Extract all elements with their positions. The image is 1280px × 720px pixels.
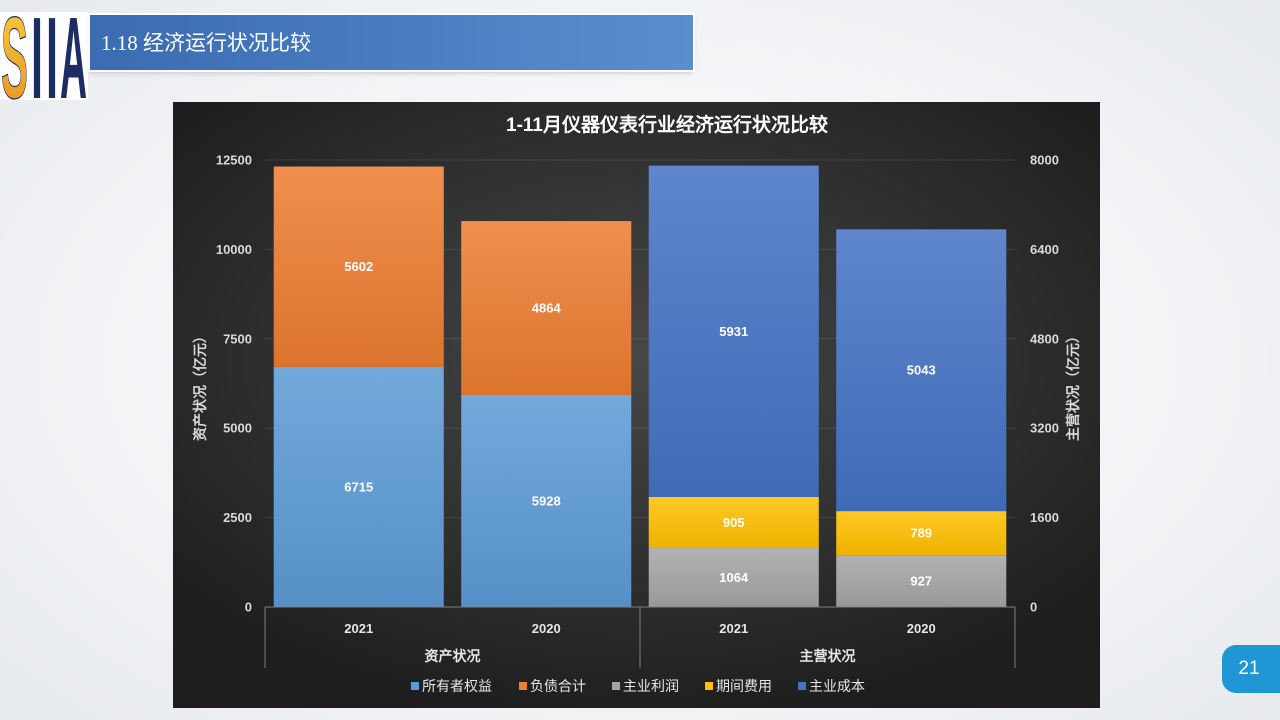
bar-segment: [273, 366, 444, 607]
y-left-tick-label: 2500: [223, 510, 252, 525]
legend-marker: [798, 682, 806, 690]
data-label: 927: [910, 574, 932, 589]
data-label: 5043: [907, 363, 936, 378]
y-left-tick-label: 0: [245, 600, 252, 615]
y-right-tick-label: 4800: [1030, 331, 1059, 346]
bar-segment: [648, 496, 819, 548]
legend: 所有者权益 负债合计 主业利润 期间费用 主业成本: [411, 678, 865, 694]
logo-letter: S: [1, 12, 28, 100]
chart-title: 1-11月仪器仪表行业经济运行状况比较: [506, 113, 828, 136]
bar-segment: [836, 511, 1007, 556]
bars: [273, 165, 1007, 607]
data-label: 5928: [532, 494, 561, 509]
logo-letter: A: [60, 12, 87, 100]
y-right-tick-label: 8000: [1030, 153, 1059, 168]
siia-logo: S I I A: [0, 12, 88, 100]
data-label: 4864: [532, 301, 562, 316]
logo-letter: I: [31, 12, 43, 100]
y-left-tick-label: 12500: [216, 153, 252, 168]
y-left-tick-label: 10000: [216, 242, 252, 257]
siia-logo-graphic: S I I A: [0, 12, 87, 100]
data-labels: 6715 5602 5928 4864 1064 905 5931 927 789 5043: [344, 259, 935, 588]
y-right-tick-label: 3200: [1030, 421, 1059, 436]
legend-label: 期间费用: [716, 678, 772, 694]
page-number-badge: 21: [1222, 645, 1280, 693]
axes: 0 2500 5000 7500 10000 12500 0 1600 3200 4800 6400…: [216, 153, 1059, 668]
chart-panel: 0 2500 5000 7500 10000 12500 0 1600 3200 4800 6400…: [173, 102, 1100, 708]
legend-label: 主业成本: [809, 678, 865, 694]
data-label: 5602: [344, 259, 373, 274]
category-label: 2020: [907, 621, 936, 636]
legend-item: 主业成本: [798, 678, 865, 694]
bar-segment: [836, 229, 1007, 512]
logo-letter: I: [46, 12, 58, 100]
slide-title: 1.18 经济运行状况比较: [101, 31, 311, 55]
legend-item: 主业利润: [612, 678, 679, 694]
group-label: 主营状况: [800, 648, 856, 664]
bar-segment: [648, 547, 819, 607]
group-label: 资产状况: [425, 648, 481, 664]
bar-segment: [461, 395, 632, 607]
bar-segment: [648, 165, 819, 497]
page-number: 21: [1238, 658, 1260, 679]
y-right-axis-title: 主营状况（亿元）: [1065, 329, 1081, 441]
legend-marker: [612, 682, 620, 690]
data-label: 6715: [344, 479, 373, 494]
y-left-tick-label: 7500: [223, 331, 252, 346]
category-label: 2021: [719, 621, 748, 636]
category-label: 2020: [532, 621, 561, 636]
data-label: 789: [910, 526, 932, 541]
bar-segment: [461, 221, 632, 396]
y-left-tick-label: 5000: [223, 421, 252, 436]
legend-label: 负债合计: [530, 678, 586, 694]
bar-segment: [836, 555, 1007, 607]
data-label: 5931: [719, 324, 748, 339]
y-left-axis-title: 资产状况（亿元）: [192, 329, 208, 441]
data-label: 905: [723, 515, 745, 530]
legend-marker: [411, 682, 419, 690]
legend-marker: [705, 682, 713, 690]
legend-marker: [519, 682, 527, 690]
legend-item: 负债合计: [519, 678, 586, 694]
legend-item: 期间费用: [705, 678, 772, 694]
legend-label: 主业利润: [623, 678, 679, 694]
y-right-tick-label: 6400: [1030, 242, 1059, 257]
legend-item: 所有者权益: [411, 678, 492, 694]
y-right-tick-label: 1600: [1030, 510, 1059, 525]
y-right-tick-label: 0: [1030, 600, 1037, 615]
data-label: 1064: [719, 570, 749, 585]
stacked-bar-chart: 0 2500 5000 7500 10000 12500 0 1600 3200 4800 6400…: [192, 113, 1081, 694]
title-bar: 1.18 经济运行状况比较: [90, 15, 693, 70]
bar-segment: [273, 166, 444, 367]
category-label: 2021: [344, 621, 373, 636]
legend-label: 所有者权益: [422, 678, 492, 694]
